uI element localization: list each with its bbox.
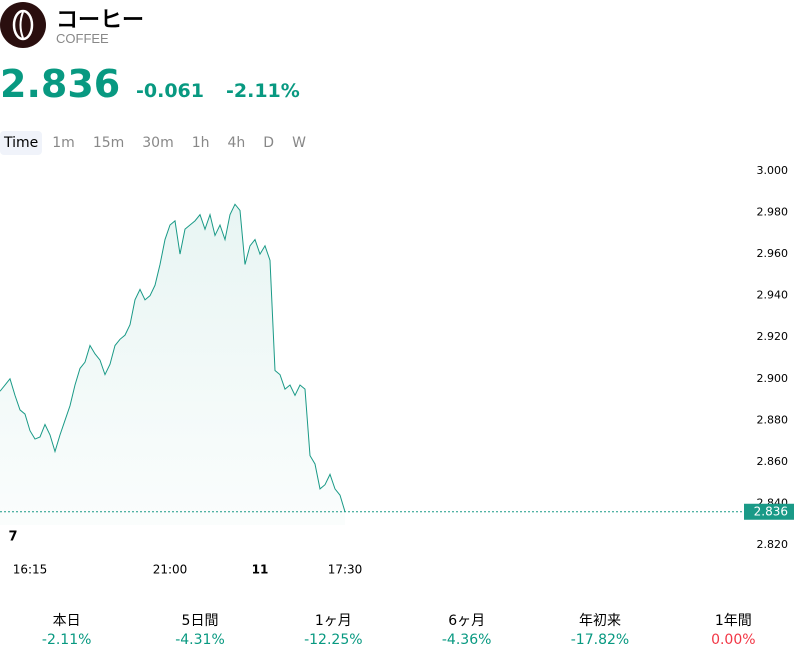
- period-label: 1年間: [714, 613, 752, 629]
- period-value: -4.36%: [441, 632, 492, 648]
- timeframe-tab[interactable]: 15m: [92, 135, 125, 151]
- tv-logo-text: 𝟳: [8, 530, 17, 545]
- change: -0.061: [136, 80, 204, 102]
- price: 2.836: [0, 62, 121, 106]
- period-stat[interactable]: 6ヶ月 -4.36%: [400, 610, 533, 648]
- timeframe-tab[interactable]: Time: [0, 131, 43, 155]
- period-value: -12.25%: [304, 632, 363, 648]
- period-stat[interactable]: 1ヶ月 -12.25%: [267, 610, 400, 648]
- timeframe-tab[interactable]: W: [292, 135, 306, 151]
- period-label: 本日: [52, 613, 81, 629]
- timeframe-tab[interactable]: 30m: [142, 135, 174, 151]
- y-tick-label: 3.000: [757, 164, 789, 177]
- timeframe-tab[interactable]: 4h: [227, 135, 246, 151]
- change-percent: -2.11%: [226, 80, 300, 102]
- y-tick-label: 2.900: [757, 372, 789, 385]
- x-tick-label: 11: [252, 563, 269, 577]
- timeframe-tab[interactable]: 1m: [52, 135, 75, 151]
- area: [0, 204, 345, 525]
- last-price-tag: [744, 503, 794, 520]
- y-tick-label: 2.940: [757, 289, 789, 302]
- symbol-name: コーヒー: [56, 8, 145, 33]
- x-tick-label: 17:30: [328, 563, 363, 577]
- y-tick-label: 2.980: [757, 206, 789, 219]
- last-price-label: 2.836: [754, 504, 788, 518]
- y-tick-label: 2.820: [757, 538, 789, 551]
- timeframe-tab[interactable]: 1h: [191, 135, 210, 151]
- timeframe-tab[interactable]: D: [263, 135, 275, 151]
- y-tick-label: 2.880: [757, 413, 789, 426]
- performance: 本日 -2.11% 5日間 -4.31% 1ヶ月 -12.25% 6ヶ月 -4.36% 年初来 -…: [0, 610, 800, 648]
- period-value: 0.00%: [711, 632, 756, 648]
- period-label: 5日間: [181, 613, 219, 629]
- x-tick-label: 16:15: [13, 563, 48, 577]
- timeframe-tabs: Time 1m 15m 30m 1h 4h D W: [0, 131, 316, 155]
- y-tick-label: 2.860: [757, 455, 789, 468]
- period-stat[interactable]: 5日間 -4.31%: [133, 610, 266, 648]
- period-stat[interactable]: 1年間 0.00%: [667, 610, 800, 648]
- logo: [0, 2, 46, 48]
- period-label: 年初来: [578, 613, 621, 629]
- tv-logo: [0, 526, 26, 548]
- y-tick-label: 2.960: [757, 247, 789, 260]
- period-value: -17.82%: [570, 632, 630, 648]
- period-value: -4.31%: [175, 632, 225, 648]
- period-stat[interactable]: 年初来 -17.82%: [533, 610, 666, 648]
- period-label: 1ヶ月: [314, 613, 352, 629]
- period-value: -2.11%: [41, 632, 92, 648]
- x-tick-label: 21:00: [153, 563, 188, 577]
- logo-icon: [12, 9, 34, 41]
- price-line: [0, 203, 346, 512]
- period-label: 6ヶ月: [448, 613, 486, 629]
- y-tick-label: 2.920: [757, 330, 789, 343]
- chart: 𝟳 2.8202.8402.8602.8802.9002.9202.9402.9…: [0, 164, 794, 577]
- period-stat[interactable]: 本日 -2.11%: [0, 610, 133, 648]
- symbol-code: COFFEE: [56, 31, 109, 46]
